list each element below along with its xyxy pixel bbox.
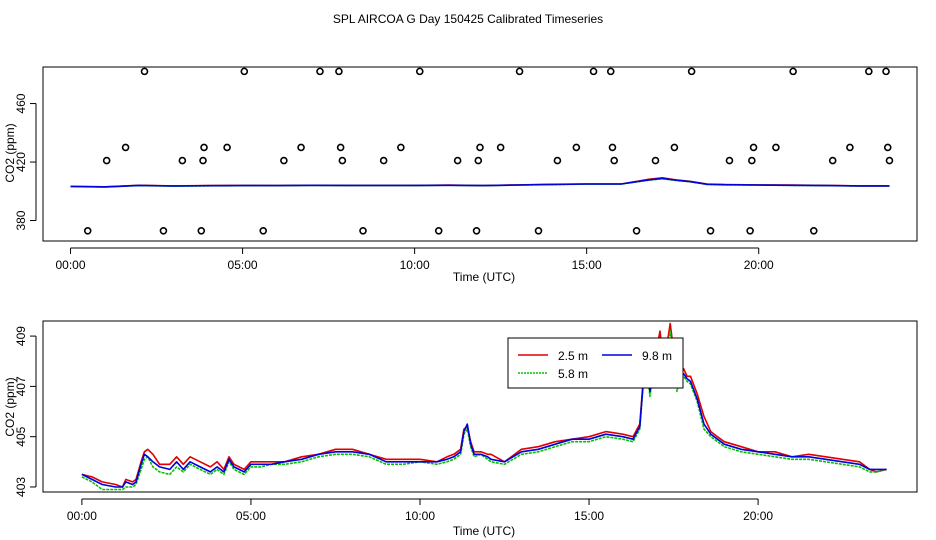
cal-point — [746, 226, 754, 235]
cal-point — [882, 67, 890, 76]
cal-point — [515, 67, 524, 76]
cal-point — [651, 156, 660, 165]
legend-label-5-8m: 5.8 m — [558, 367, 588, 381]
cal-point — [434, 226, 443, 235]
cal-point — [397, 143, 405, 152]
bottom-chart-x-axis: 00:00 05:00 10:00 15:00 20:00 — [67, 498, 773, 523]
bottom-series-line-9-8-m — [81, 347, 887, 488]
cal-point — [496, 143, 505, 152]
cal-point — [415, 67, 424, 76]
figure-title: SPL AIRCOA G Day 150425 Calibrated Times… — [333, 12, 603, 26]
cal-point — [534, 226, 543, 235]
bottom-x-tick-label: 20:00 — [743, 509, 773, 523]
bottom-plot-frame — [42, 320, 918, 493]
cal-point — [240, 67, 249, 76]
cal-point — [297, 143, 305, 152]
cal-point — [606, 67, 615, 76]
chart-legend: 2.5 m 5.8 m 9.8 m — [507, 337, 684, 389]
cal-point — [748, 156, 756, 165]
cal-point — [725, 156, 734, 165]
top-y-tick-label: 380 — [14, 210, 28, 230]
top-x-tick-label: 00:00 — [56, 258, 86, 272]
cal-point — [610, 156, 618, 165]
top-chart-series — [70, 177, 890, 188]
cal-point — [472, 226, 481, 235]
top-x-axis-label: Time (UTC) — [453, 270, 515, 284]
legend-label-2-5m: 2.5 m — [558, 349, 588, 363]
cal-point — [359, 226, 367, 235]
top-y-tick-label: 420 — [14, 152, 28, 172]
cal-point — [687, 67, 696, 76]
cal-point — [789, 67, 797, 76]
cal-point — [883, 143, 892, 152]
cal-point — [336, 143, 345, 152]
cal-point — [121, 143, 130, 152]
top-chart-y-axis: 380 420 460 — [14, 93, 37, 231]
cal-point — [670, 143, 679, 152]
cal-point — [102, 156, 111, 165]
cal-point — [335, 67, 343, 76]
bottom-y-axis-label: CO2 (ppm) — [3, 377, 17, 436]
cal-point — [809, 226, 818, 235]
bottom-series-line-5-8-m — [81, 330, 887, 491]
cal-point — [474, 156, 483, 165]
cal-point — [200, 143, 208, 152]
bottom-y-tick-label: 403 — [14, 477, 28, 497]
cal-point — [159, 226, 168, 235]
bottom-chart-y-axis: 403 405 407 409 — [14, 326, 37, 497]
cal-point — [316, 67, 324, 76]
bottom-chart-series — [81, 322, 887, 491]
cal-point — [199, 156, 207, 165]
cal-point — [828, 156, 837, 165]
bottom-y-tick-label: 405 — [14, 426, 28, 446]
cal-point — [476, 143, 484, 152]
top-x-tick-label: 10:00 — [400, 258, 430, 272]
cal-point — [608, 143, 617, 152]
top-y-axis-label: CO2 (ppm) — [3, 123, 17, 182]
bottom-y-tick-label: 409 — [14, 326, 28, 346]
cal-point — [846, 143, 854, 152]
cal-point — [865, 67, 873, 76]
cal-point — [885, 156, 894, 165]
cal-point — [589, 67, 598, 76]
cal-point — [749, 143, 758, 152]
cal-point — [772, 143, 780, 152]
cal-point — [632, 226, 641, 235]
cal-point — [572, 143, 581, 152]
cal-point — [453, 156, 462, 165]
top-series-line-9-8-m — [70, 177, 890, 188]
cal-point — [178, 156, 187, 165]
bottom-x-tick-label: 05:00 — [236, 509, 266, 523]
cal-point — [706, 226, 715, 235]
bottom-y-tick-label: 407 — [14, 376, 28, 396]
cal-point — [197, 226, 206, 235]
cal-point — [140, 67, 149, 76]
cal-point — [259, 226, 268, 235]
legend-label-9-8m: 9.8 m — [642, 349, 672, 363]
top-chart-cal-points — [83, 67, 894, 235]
top-x-tick-label: 20:00 — [744, 258, 774, 272]
bottom-x-tick-label: 00:00 — [67, 509, 97, 523]
legend-box — [507, 337, 684, 389]
bottom-x-tick-label: 10:00 — [405, 509, 435, 523]
top-chart-x-axis: 00:00 05:00 10:00 15:00 20:00 — [56, 247, 774, 272]
bottom-x-tick-label: 15:00 — [574, 509, 604, 523]
bottom-chart-panel: 00:00 05:00 10:00 15:00 20:00 403 405 407 409 T… — [3, 320, 918, 538]
bottom-series-line-2-5-m — [81, 322, 887, 488]
cal-point — [223, 143, 231, 152]
top-x-tick-label: 05:00 — [228, 258, 258, 272]
cal-point — [379, 156, 388, 165]
top-chart-panel: 00:00 05:00 10:00 15:00 20:00 380 420 460 Time… — [3, 66, 918, 284]
bottom-x-axis-label: Time (UTC) — [453, 524, 515, 538]
cal-point — [338, 156, 347, 165]
cal-point — [280, 156, 288, 165]
cal-point — [83, 226, 92, 235]
top-y-tick-label: 460 — [14, 93, 28, 113]
top-x-tick-label: 15:00 — [572, 258, 602, 272]
cal-point — [553, 156, 562, 165]
top-plot-frame — [42, 66, 918, 242]
